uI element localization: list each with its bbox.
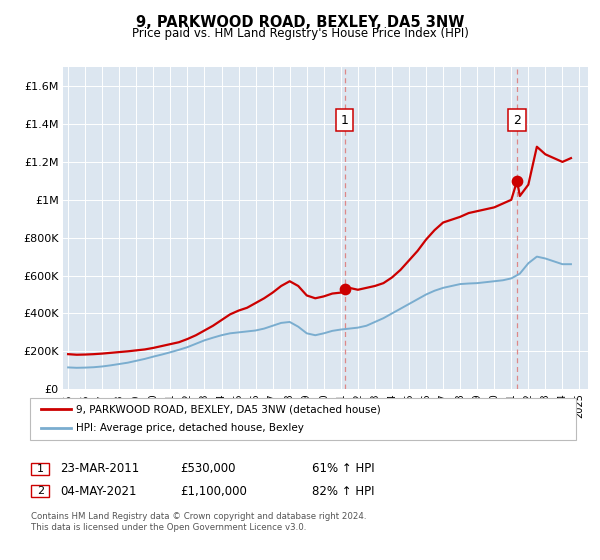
Text: 23-MAR-2011: 23-MAR-2011 <box>60 462 139 475</box>
Text: 2: 2 <box>513 114 521 127</box>
Text: HPI: Average price, detached house, Bexley: HPI: Average price, detached house, Bexl… <box>76 423 304 433</box>
Text: 9, PARKWOOD ROAD, BEXLEY, DA5 3NW (detached house): 9, PARKWOOD ROAD, BEXLEY, DA5 3NW (detac… <box>76 404 380 414</box>
Text: Contains HM Land Registry data © Crown copyright and database right 2024.: Contains HM Land Registry data © Crown c… <box>31 512 367 521</box>
Text: 61% ↑ HPI: 61% ↑ HPI <box>312 462 374 475</box>
Text: Price paid vs. HM Land Registry's House Price Index (HPI): Price paid vs. HM Land Registry's House … <box>131 27 469 40</box>
Text: 2: 2 <box>37 486 44 496</box>
Text: 04-MAY-2021: 04-MAY-2021 <box>60 484 137 498</box>
Text: This data is licensed under the Open Government Licence v3.0.: This data is licensed under the Open Gov… <box>31 523 307 532</box>
Text: 82% ↑ HPI: 82% ↑ HPI <box>312 484 374 498</box>
Point <box>340 284 350 293</box>
Text: 1: 1 <box>341 114 349 127</box>
Point <box>512 176 522 185</box>
Text: £530,000: £530,000 <box>180 462 235 475</box>
Text: £1,100,000: £1,100,000 <box>180 484 247 498</box>
Text: 9, PARKWOOD ROAD, BEXLEY, DA5 3NW: 9, PARKWOOD ROAD, BEXLEY, DA5 3NW <box>136 15 464 30</box>
Text: 1: 1 <box>37 464 44 474</box>
